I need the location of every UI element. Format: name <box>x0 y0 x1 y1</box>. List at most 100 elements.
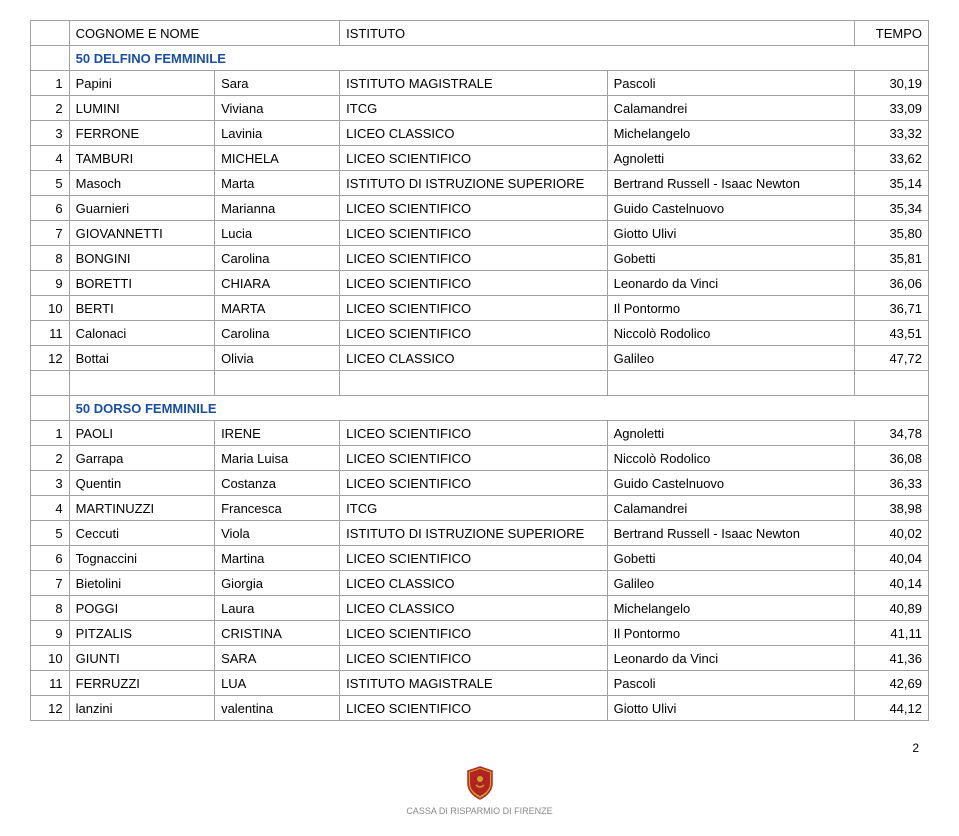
table-row: 1PapiniSaraISTITUTO MAGISTRALEPascoli30,… <box>31 71 929 96</box>
cell-name: Giorgia <box>215 571 340 596</box>
cell-location: Agnoletti <box>607 146 854 171</box>
cell-number: 3 <box>31 471 70 496</box>
cell-institute: LICEO SCIENTIFICO <box>340 446 607 471</box>
spacer-cell <box>215 371 340 396</box>
table-row: 11FERRUZZILUAISTITUTO MAGISTRALEPascoli4… <box>31 671 929 696</box>
table-row: 4MARTINUZZIFrancescaITCGCalamandrei38,98 <box>31 496 929 521</box>
cell-location: Calamandrei <box>607 96 854 121</box>
cell-institute: LICEO CLASSICO <box>340 571 607 596</box>
cell-name: Carolina <box>215 246 340 271</box>
cell-location: Galileo <box>607 346 854 371</box>
cell-surname: MARTINUZZI <box>69 496 214 521</box>
cell-time: 35,80 <box>854 221 928 246</box>
section-title-row: 50 DORSO FEMMINILE <box>31 396 929 421</box>
cell-surname: GIUNTI <box>69 646 214 671</box>
section-title: 50 DELFINO FEMMINILE <box>69 46 928 71</box>
cell-number: 10 <box>31 646 70 671</box>
cell-name: Viviana <box>215 96 340 121</box>
cell-time: 44,12 <box>854 696 928 721</box>
table-row: 9BORETTICHIARALICEO SCIENTIFICOLeonardo … <box>31 271 929 296</box>
cell-time: 41,36 <box>854 646 928 671</box>
cell-number: 11 <box>31 671 70 696</box>
cell-surname: POGGI <box>69 596 214 621</box>
cell-number: 8 <box>31 596 70 621</box>
cell-surname: PAOLI <box>69 421 214 446</box>
cell-location: Leonardo da Vinci <box>607 271 854 296</box>
cell-institute: LICEO SCIENTIFICO <box>340 696 607 721</box>
footer-text: CASSA DI RISPARMIO DI FIRENZE <box>30 806 929 816</box>
spacer-cell <box>340 371 607 396</box>
cell-location: Agnoletti <box>607 421 854 446</box>
cell-surname: Papini <box>69 71 214 96</box>
cell-surname: Calonaci <box>69 321 214 346</box>
spacer-cell <box>31 371 70 396</box>
cell-number: 8 <box>31 246 70 271</box>
table-row: 6TognacciniMartinaLICEO SCIENTIFICOGobet… <box>31 546 929 571</box>
cell-time: 40,02 <box>854 521 928 546</box>
cell-number: 12 <box>31 696 70 721</box>
cell-name: Sara <box>215 71 340 96</box>
cell-name: CHIARA <box>215 271 340 296</box>
cell-number: 6 <box>31 196 70 221</box>
cell-surname: FERRONE <box>69 121 214 146</box>
cell-time: 40,89 <box>854 596 928 621</box>
cell-name: Lavinia <box>215 121 340 146</box>
cell-institute: LICEO SCIENTIFICO <box>340 546 607 571</box>
cell-number: 9 <box>31 621 70 646</box>
cell-surname: Guarnieri <box>69 196 214 221</box>
cell-surname: TAMBURI <box>69 146 214 171</box>
cell-location: Giotto Ulivi <box>607 696 854 721</box>
cell-location: Pascoli <box>607 671 854 696</box>
cell-name: Francesca <box>215 496 340 521</box>
cell-location: Leonardo da Vinci <box>607 646 854 671</box>
cell-institute: LICEO SCIENTIFICO <box>340 471 607 496</box>
cell-name: CRISTINA <box>215 621 340 646</box>
cell-institute: ITCG <box>340 96 607 121</box>
header-row: COGNOME E NOME ISTITUTO TEMPO <box>31 21 929 46</box>
cell-number: 5 <box>31 171 70 196</box>
cell-time: 35,34 <box>854 196 928 221</box>
cell-location: Bertrand Russell - Isaac Newton <box>607 171 854 196</box>
cell-surname: BORETTI <box>69 271 214 296</box>
cell-time: 33,62 <box>854 146 928 171</box>
section-title-blank <box>31 396 70 421</box>
cell-institute: ISTITUTO DI ISTRUZIONE SUPERIORE <box>340 171 607 196</box>
cell-time: 30,19 <box>854 71 928 96</box>
cell-institute: LICEO SCIENTIFICO <box>340 321 607 346</box>
cell-location: Niccolò Rodolico <box>607 321 854 346</box>
cell-location: Gobetti <box>607 546 854 571</box>
cell-location: Il Pontormo <box>607 621 854 646</box>
table-row: 3FERRONELaviniaLICEO CLASSICOMichelangel… <box>31 121 929 146</box>
cell-time: 36,08 <box>854 446 928 471</box>
cell-name: Martina <box>215 546 340 571</box>
cell-number: 5 <box>31 521 70 546</box>
cell-name: Maria Luisa <box>215 446 340 471</box>
cell-location: Guido Castelnuovo <box>607 471 854 496</box>
cell-name: SARA <box>215 646 340 671</box>
footer: CASSA DI RISPARMIO DI FIRENZE <box>30 765 929 816</box>
cell-number: 6 <box>31 546 70 571</box>
table-row: 10BERTIMARTALICEO SCIENTIFICOIl Pontormo… <box>31 296 929 321</box>
table-row: 8POGGILauraLICEO CLASSICOMichelangelo40,… <box>31 596 929 621</box>
cell-name: Carolina <box>215 321 340 346</box>
cell-time: 40,14 <box>854 571 928 596</box>
cell-name: Viola <box>215 521 340 546</box>
table-row: 2GarrapaMaria LuisaLICEO SCIENTIFICONicc… <box>31 446 929 471</box>
cell-name: Laura <box>215 596 340 621</box>
cell-number: 4 <box>31 496 70 521</box>
cell-surname: Ceccuti <box>69 521 214 546</box>
cell-surname: Bottai <box>69 346 214 371</box>
page-number: 2 <box>30 741 929 755</box>
cell-surname: Tognaccini <box>69 546 214 571</box>
cell-surname: Quentin <box>69 471 214 496</box>
section-title: 50 DORSO FEMMINILE <box>69 396 928 421</box>
cell-number: 7 <box>31 221 70 246</box>
cell-number: 7 <box>31 571 70 596</box>
cell-time: 41,11 <box>854 621 928 646</box>
cell-name: Marianna <box>215 196 340 221</box>
cell-institute: LICEO SCIENTIFICO <box>340 146 607 171</box>
cell-time: 40,04 <box>854 546 928 571</box>
cell-institute: ISTITUTO DI ISTRUZIONE SUPERIORE <box>340 521 607 546</box>
cell-time: 42,69 <box>854 671 928 696</box>
cell-institute: LICEO SCIENTIFICO <box>340 196 607 221</box>
